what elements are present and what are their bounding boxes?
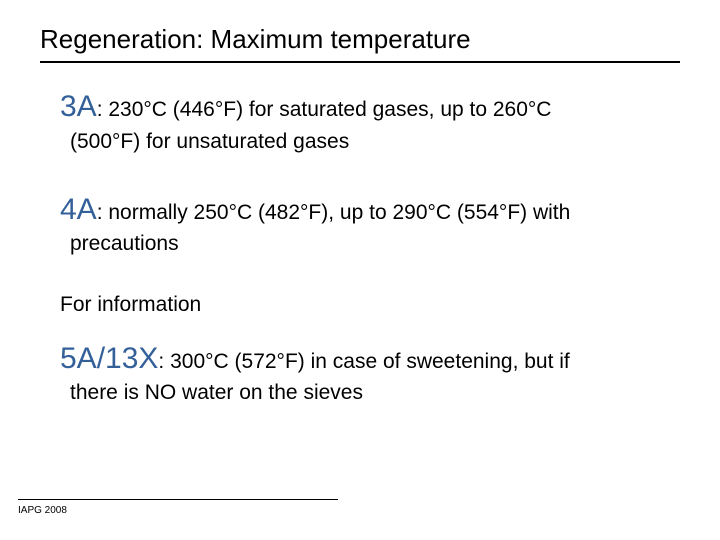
slide: Regeneration: Maximum temperature 3A: 23… bbox=[0, 0, 720, 540]
entry-text-4a: : normally 250°C (482°F), up to 290°C (5… bbox=[97, 201, 571, 224]
entry-cont-3a: (500°F) for unsaturated gases bbox=[70, 128, 670, 156]
entry-4a: 4A: normally 250°C (482°F), up to 290°C … bbox=[60, 190, 670, 259]
entry-cont-5a13x: there is NO water on the sieves bbox=[70, 379, 670, 407]
entry-text-3a: : 230°C (446°F) for saturated gases, up … bbox=[97, 98, 552, 121]
entry-3a: 3A: 230°C (446°F) for saturated gases, u… bbox=[60, 87, 670, 156]
entry-label-3a: 3A bbox=[60, 90, 97, 123]
entry-label-5a13x: 5A/13X bbox=[60, 342, 158, 375]
content-area: 3A: 230°C (446°F) for saturated gases, u… bbox=[60, 87, 670, 408]
title-rule bbox=[40, 61, 680, 63]
info-line: For information bbox=[60, 293, 670, 317]
footer-rule bbox=[18, 499, 338, 500]
entry-text-5a13x: : 300°C (572°F) in case of sweetening, b… bbox=[158, 350, 569, 373]
page-title: Regeneration: Maximum temperature bbox=[40, 24, 680, 55]
entry-cont-4a: precautions bbox=[70, 230, 670, 258]
footer-text: IAPG 2008 bbox=[18, 505, 67, 516]
entry-5a13x: 5A/13X: 300°C (572°F) in case of sweeten… bbox=[60, 339, 670, 408]
entry-label-4a: 4A bbox=[60, 193, 97, 226]
